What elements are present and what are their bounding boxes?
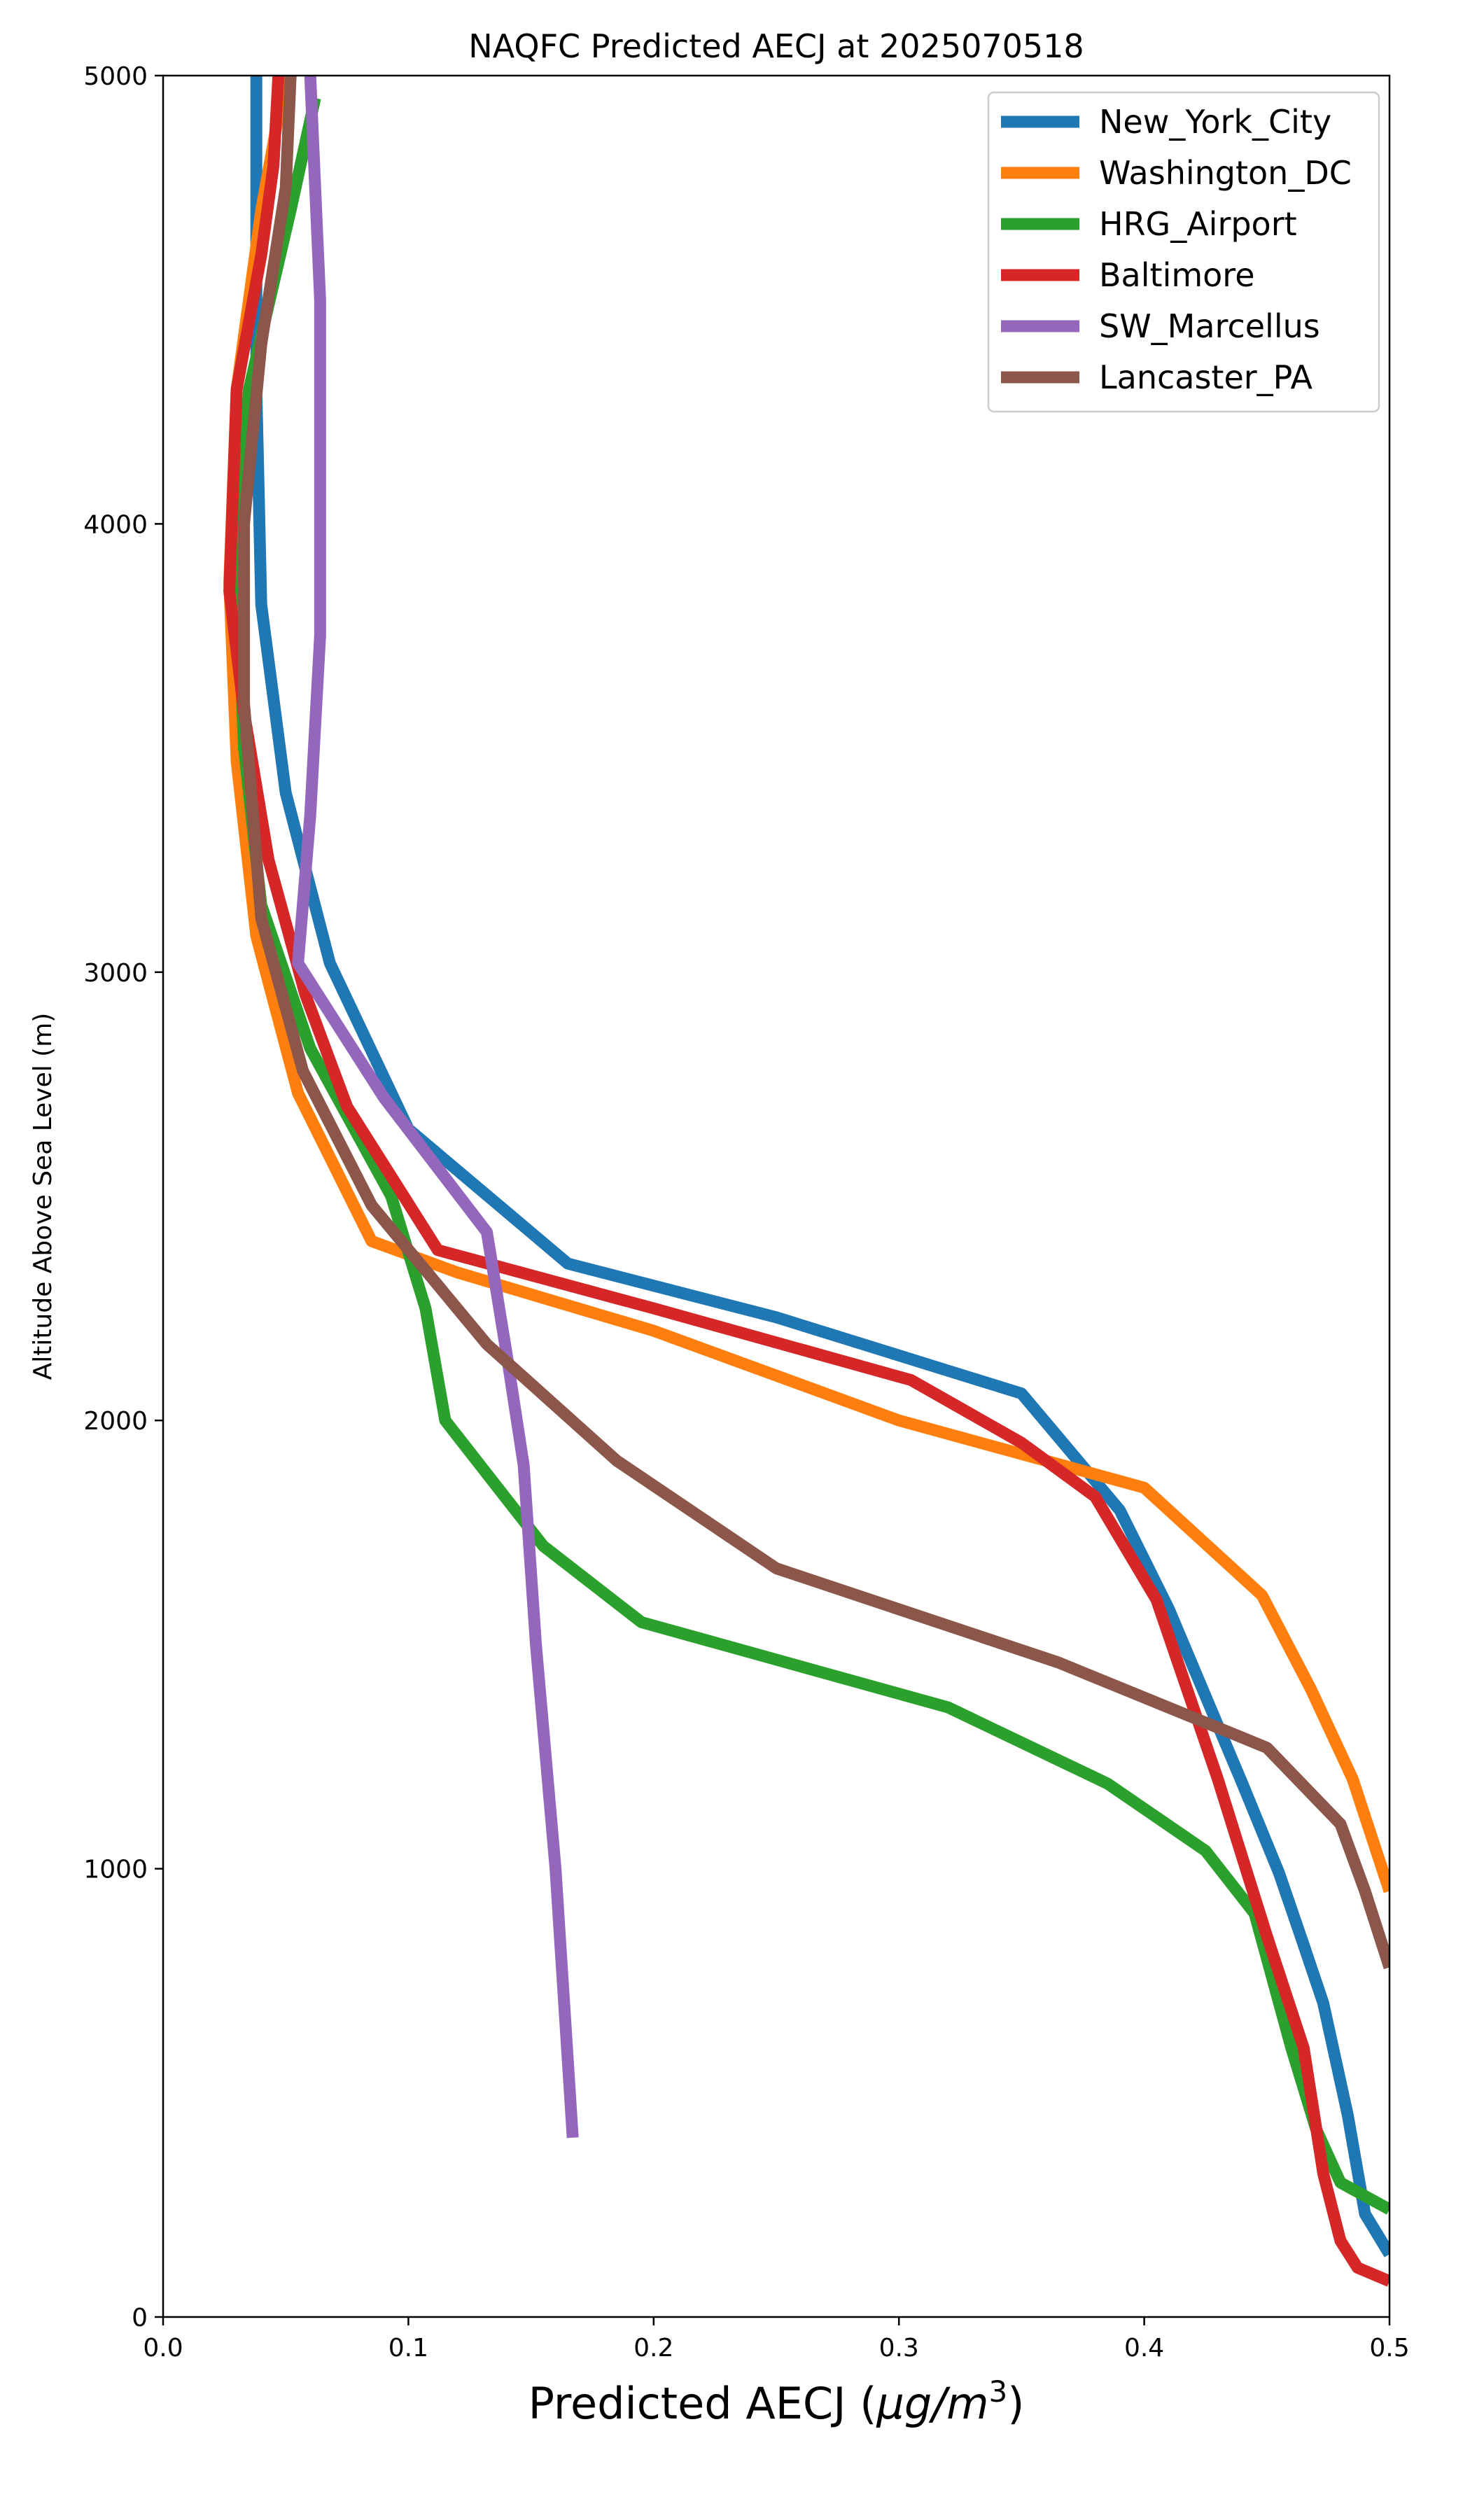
legend-label: SW_Marcellus bbox=[1099, 307, 1320, 345]
legend-label: Baltimore bbox=[1099, 256, 1255, 294]
legend-label: HRG_Airport bbox=[1099, 205, 1297, 243]
y-axis-label: Altitude Above Sea Level (m) bbox=[29, 1013, 57, 1380]
x-tick-label: 0.3 bbox=[879, 2334, 919, 2362]
x-axis-ticks: 0.0 0.1 0.2 0.3 0.4 0.5 bbox=[143, 2317, 1410, 2362]
series-layer bbox=[223, 76, 1390, 2287]
series-line-sw-marcellus bbox=[292, 76, 579, 2138]
plot-frame bbox=[162, 74, 1391, 2318]
x-tick-label: 0.5 bbox=[1369, 2334, 1409, 2362]
series-line-new-york-city bbox=[250, 76, 1390, 2258]
chart-title: NAQFC Predicted AECJ at 2025070518 bbox=[468, 27, 1084, 65]
y-tick-label: 2000 bbox=[83, 1407, 148, 1436]
x-axis-label-unit: μg/m bbox=[876, 2378, 988, 2429]
y-tick-label: 1000 bbox=[83, 1856, 148, 1884]
y-tick-label: 4000 bbox=[83, 510, 148, 539]
y-tick-label: 0 bbox=[132, 2304, 148, 2332]
x-tick-label: 0.4 bbox=[1124, 2334, 1164, 2362]
x-axis-label-start: Predicted AECJ ( bbox=[528, 2378, 877, 2429]
series-line-hrg-airport bbox=[230, 97, 1390, 2215]
legend-label: New_York_City bbox=[1099, 103, 1331, 141]
legend-label: Lancaster_PA bbox=[1099, 358, 1312, 396]
legend-frame bbox=[987, 91, 1380, 413]
legend: New_York_City Washington_DC HRG_Airport Bal… bbox=[987, 91, 1380, 413]
x-axis-label-end: ) bbox=[1007, 2378, 1024, 2429]
y-tick-label: 5000 bbox=[83, 62, 148, 91]
x-axis-label-superscript: 3 bbox=[988, 2374, 1007, 2409]
x-tick-label: 0.2 bbox=[634, 2334, 673, 2362]
x-axis-label: Predicted AECJ (μg/m3) bbox=[528, 2374, 1025, 2429]
y-axis-ticks: 0 1000 2000 3000 4000 5000 bbox=[83, 62, 163, 2332]
y-tick-label: 3000 bbox=[83, 959, 148, 988]
series-line-lancaster-pa bbox=[238, 76, 1390, 1970]
x-tick-label: 0.1 bbox=[388, 2334, 428, 2362]
series-line-baltimore bbox=[223, 76, 1390, 2287]
legend-label: Washington_DC bbox=[1099, 154, 1352, 192]
x-tick-label: 0.0 bbox=[143, 2334, 183, 2362]
